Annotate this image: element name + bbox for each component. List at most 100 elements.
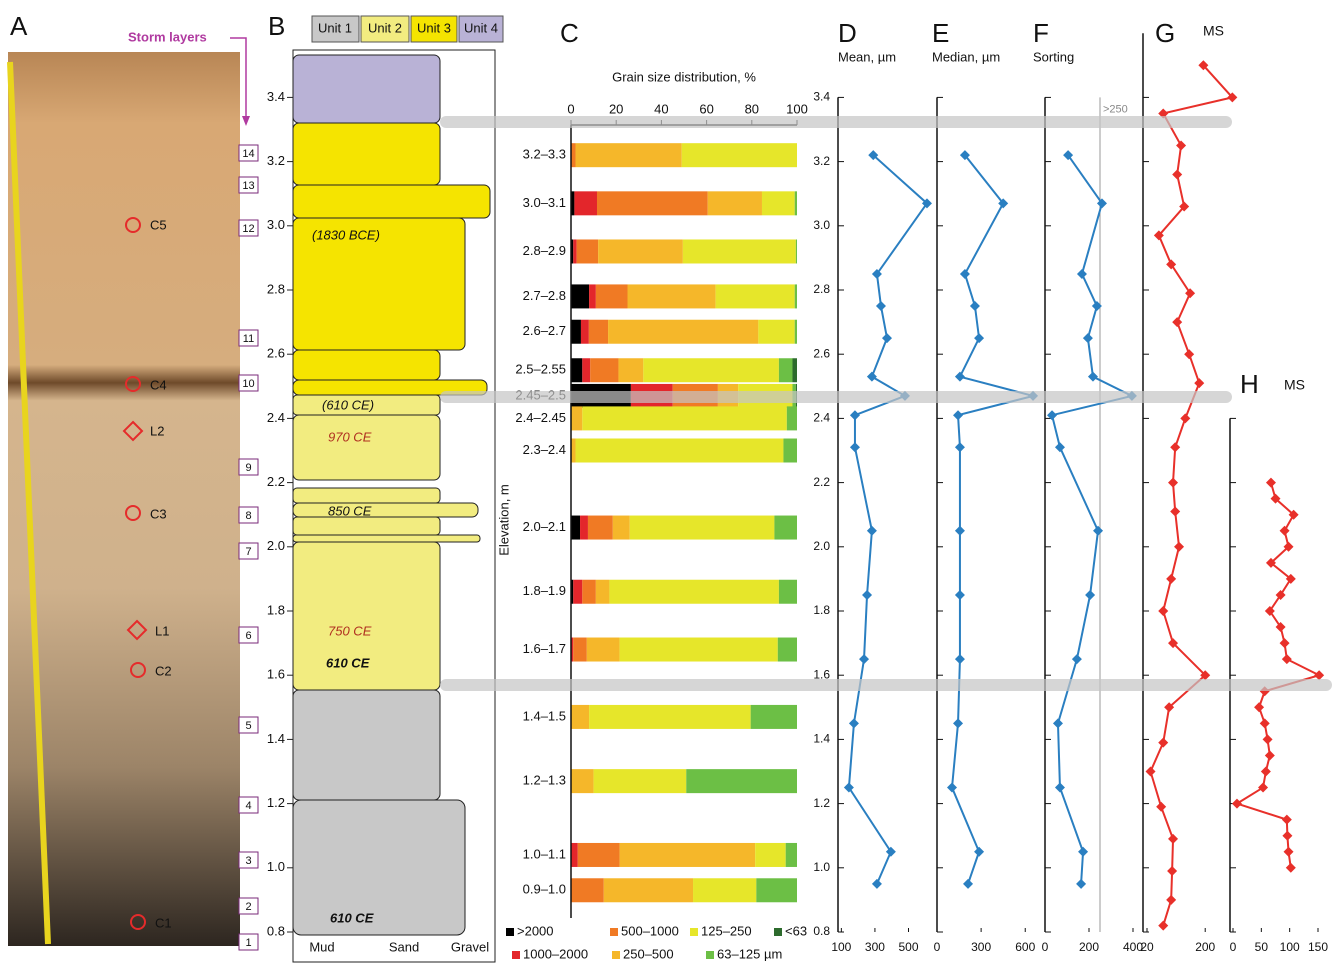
bar-segment bbox=[609, 580, 779, 604]
bar-segment bbox=[796, 239, 797, 263]
y-tick-label: 2.0 bbox=[813, 539, 830, 553]
panel-label: G bbox=[1155, 18, 1175, 48]
x-tick-label: 40 bbox=[654, 101, 668, 116]
bar-segment bbox=[582, 406, 787, 430]
bar-segment bbox=[577, 239, 598, 263]
marker bbox=[862, 590, 872, 600]
bar-segment bbox=[581, 320, 589, 344]
legend-swatch bbox=[610, 928, 618, 936]
layer-number: 4 bbox=[245, 800, 251, 812]
marker bbox=[970, 301, 980, 311]
layer bbox=[293, 350, 440, 380]
legend-swatch bbox=[690, 928, 698, 936]
bar-segment bbox=[582, 580, 596, 604]
layer bbox=[293, 55, 440, 123]
bar-segment bbox=[708, 191, 762, 215]
layer-number: 8 bbox=[245, 510, 251, 522]
marker bbox=[849, 718, 859, 728]
bar-segment bbox=[683, 239, 796, 263]
bar-segment bbox=[756, 878, 797, 902]
x-tick-label: 20 bbox=[1140, 940, 1154, 954]
sample-label: L1 bbox=[155, 623, 169, 638]
marker bbox=[955, 526, 965, 536]
layer-number: 2 bbox=[245, 901, 251, 913]
category-label: 1.6–1.7 bbox=[523, 641, 566, 656]
legend-label: >2000 bbox=[517, 923, 554, 938]
bar-segment bbox=[779, 580, 797, 604]
category-label: 2.8–2.9 bbox=[523, 243, 566, 258]
marker bbox=[1280, 526, 1290, 536]
layer bbox=[293, 415, 440, 480]
marker bbox=[953, 410, 963, 420]
marker bbox=[974, 847, 984, 857]
y-tick-label: 1.4 bbox=[267, 731, 285, 746]
y-tick-label: 0.8 bbox=[267, 923, 285, 938]
bar-segment bbox=[786, 843, 797, 867]
layer-number: 6 bbox=[245, 630, 251, 642]
y-tick-label: 3.0 bbox=[267, 217, 285, 232]
marker bbox=[1167, 866, 1177, 876]
marker bbox=[1194, 378, 1204, 388]
x-tick-label: 200 bbox=[1195, 940, 1215, 954]
y-tick-label: 2.8 bbox=[813, 282, 830, 296]
x-tick-label: 500 bbox=[898, 940, 918, 954]
marker bbox=[844, 783, 854, 793]
bar-segment bbox=[596, 284, 628, 308]
layer bbox=[293, 503, 478, 517]
line bbox=[1237, 483, 1319, 868]
bar-segment bbox=[751, 705, 797, 729]
x-label: Gravel bbox=[451, 939, 489, 954]
marker bbox=[1280, 638, 1290, 648]
date-label: 970 CE bbox=[328, 429, 372, 444]
category-label: 2.6–2.7 bbox=[523, 323, 566, 338]
marker bbox=[1282, 654, 1292, 664]
y-tick-label: 2.4 bbox=[813, 411, 830, 425]
bar-segment bbox=[576, 439, 784, 463]
bar-segment bbox=[571, 516, 580, 540]
marker bbox=[1174, 542, 1184, 552]
figure: A Storm layers C5 C4 L2 C3 L1 C2 C1 B Un… bbox=[0, 0, 1332, 964]
y-tick-label: 3.2 bbox=[267, 153, 285, 168]
marker bbox=[1282, 831, 1292, 841]
legend-swatch bbox=[774, 928, 782, 936]
marker bbox=[955, 590, 965, 600]
bar-segment bbox=[571, 878, 604, 902]
reference-label: >250 bbox=[1103, 103, 1128, 115]
marker bbox=[1170, 442, 1180, 452]
y-tick-label: 1.6 bbox=[267, 667, 285, 682]
marker bbox=[1077, 269, 1087, 279]
date-label: (610 CE) bbox=[322, 397, 374, 412]
bar-segment bbox=[779, 358, 793, 382]
line bbox=[849, 155, 927, 884]
bar-segment bbox=[608, 320, 758, 344]
marker bbox=[1158, 921, 1168, 931]
layer bbox=[293, 185, 490, 218]
bar-segment bbox=[594, 769, 687, 793]
axis-label: Sorting bbox=[1033, 49, 1074, 64]
marker bbox=[1260, 718, 1270, 728]
layer-number: 9 bbox=[245, 462, 251, 474]
category-label: 1.0–1.1 bbox=[523, 846, 566, 861]
category-label: 1.4–1.5 bbox=[523, 708, 566, 723]
marker bbox=[1166, 895, 1176, 905]
storm-band bbox=[440, 679, 1332, 691]
bar-segment bbox=[620, 638, 778, 662]
marker bbox=[1176, 141, 1186, 151]
bar-segment bbox=[792, 358, 797, 382]
category-label: 2.4–2.45 bbox=[515, 410, 566, 425]
category-label: 3.2–3.3 bbox=[523, 147, 566, 162]
arrow-head bbox=[242, 116, 250, 126]
marker bbox=[1258, 783, 1268, 793]
layer bbox=[293, 488, 440, 503]
marker bbox=[953, 718, 963, 728]
sample-label: C2 bbox=[155, 663, 172, 678]
y-axis-label: Elevation, m bbox=[496, 484, 511, 556]
bar-segment bbox=[573, 239, 576, 263]
panel-label: C bbox=[560, 18, 579, 48]
marker bbox=[1076, 879, 1086, 889]
bar-segment bbox=[787, 406, 797, 430]
panel-label: H bbox=[1240, 369, 1259, 399]
x-tick-label: 100 bbox=[1280, 940, 1300, 954]
line bbox=[1052, 155, 1132, 884]
bar-segment bbox=[574, 191, 597, 215]
